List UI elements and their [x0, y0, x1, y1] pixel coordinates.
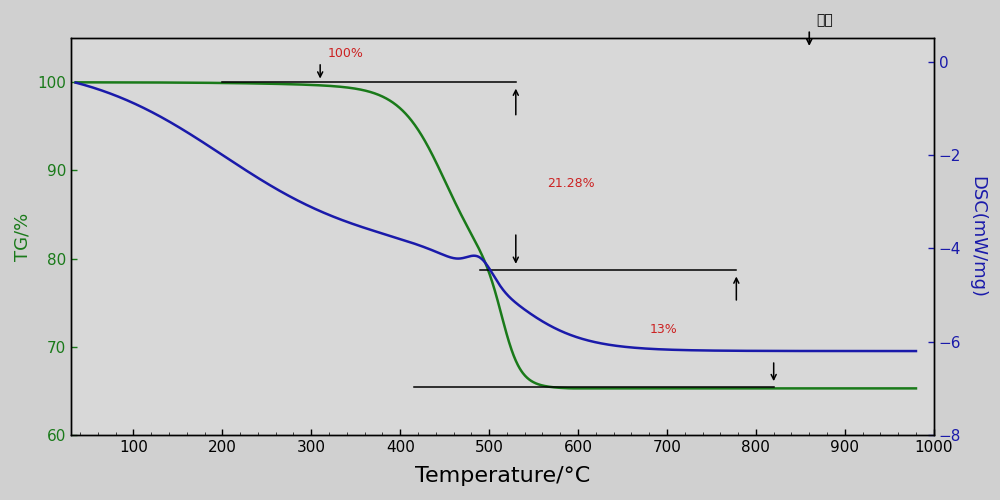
X-axis label: Temperature/°C: Temperature/°C: [415, 466, 590, 486]
Text: 13%: 13%: [649, 323, 677, 336]
Text: 放热: 放热: [816, 14, 833, 28]
Text: 100%: 100%: [327, 47, 363, 60]
Y-axis label: DSC(mW/mg): DSC(mW/mg): [968, 176, 986, 298]
Y-axis label: TG/%: TG/%: [14, 212, 32, 261]
Text: 21.28%: 21.28%: [547, 177, 595, 190]
